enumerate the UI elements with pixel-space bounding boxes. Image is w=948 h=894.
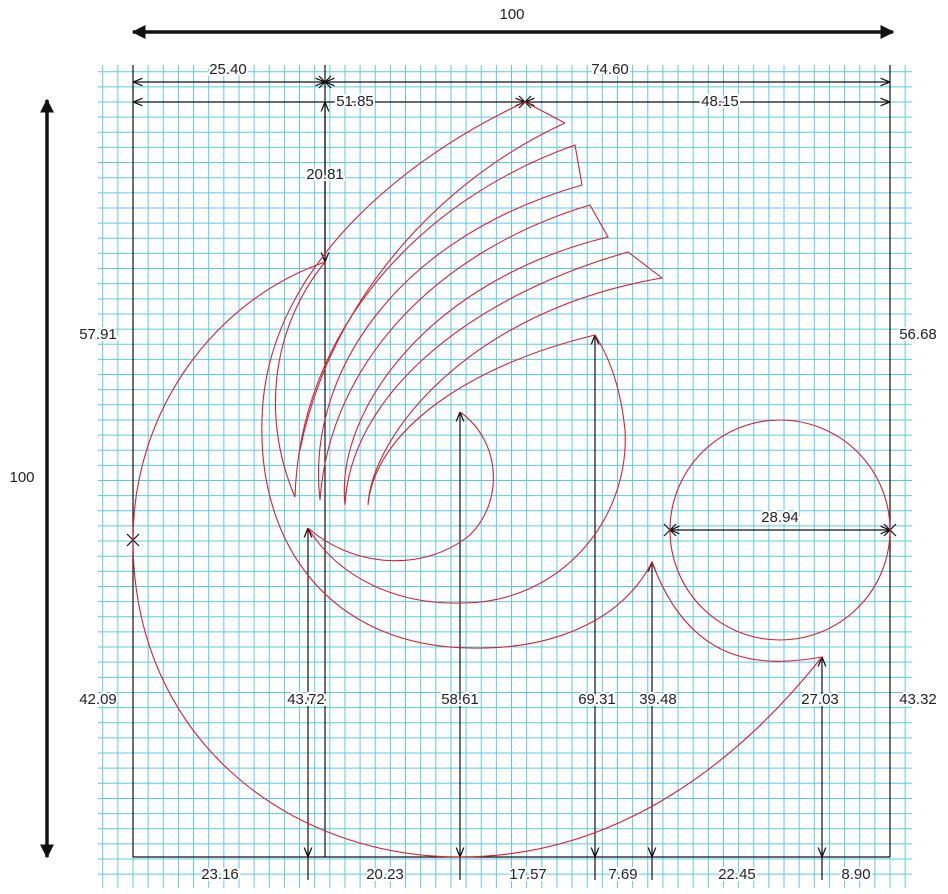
cross-mark	[318, 75, 332, 89]
label: 27.03	[801, 691, 839, 708]
label: 20.23	[366, 866, 404, 883]
label: 43.72	[287, 691, 325, 708]
label: 51.85	[336, 93, 374, 110]
label: 58.61	[441, 691, 479, 708]
label: 43.32	[899, 691, 937, 708]
feather-line	[299, 122, 566, 451]
label: 39.48	[639, 691, 677, 708]
outer-curve	[132, 101, 824, 858]
label: 48.15	[701, 93, 739, 110]
grid	[98, 65, 912, 888]
label: 22.45	[718, 866, 756, 883]
label: 100	[499, 6, 524, 23]
label: 8.90	[841, 866, 870, 883]
label: 28.94	[761, 509, 799, 526]
label: 20.81	[306, 166, 344, 183]
label: 56.68	[899, 326, 937, 343]
circle	[669, 419, 891, 641]
inner-spiral	[274, 144, 664, 604]
dimension-lines	[40, 25, 897, 880]
label: 100	[9, 469, 34, 486]
logo-curves	[132, 101, 891, 858]
label: 7.69	[608, 866, 637, 883]
label: 42.09	[79, 691, 117, 708]
label: 74.60	[591, 61, 629, 78]
label: 57.91	[79, 326, 117, 343]
label: 17.57	[509, 866, 547, 883]
dimension-labels: 100 100 25.40 74.60 51.85 48.15 20.81 57…	[7, 4, 938, 885]
label: 23.16	[201, 866, 239, 883]
label: 25.40	[209, 61, 247, 78]
label: 69.31	[578, 691, 616, 708]
